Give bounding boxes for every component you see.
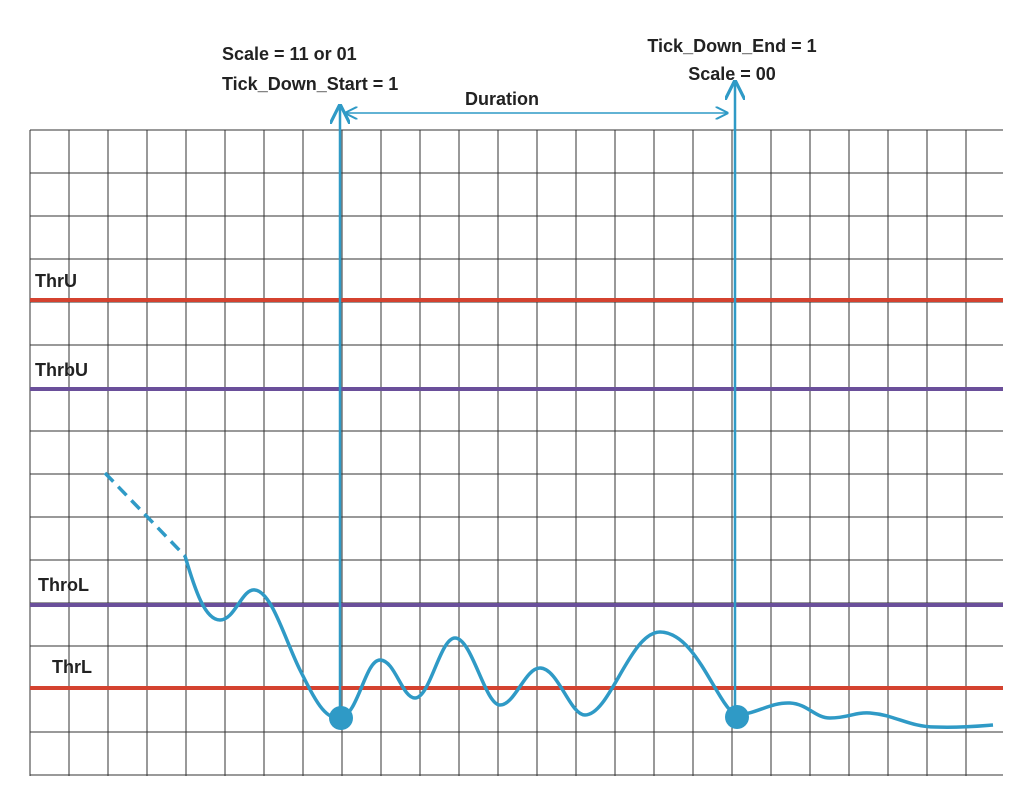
grid [29,129,1003,776]
threshold-label: ThroL [38,575,89,595]
start-label: Scale = 11 or 01 [222,44,357,64]
signal [183,555,994,729]
duration-label: Duration [465,89,539,109]
end-label: Scale = 00 [688,64,776,84]
start-label: Tick_Down_Start = 1 [222,74,398,94]
threshold-label: ThrbU [35,360,88,380]
threshold-label: ThrU [35,271,77,291]
start-point [329,706,353,730]
threshold-label: ThrL [52,657,92,677]
signal-dashed [103,471,187,558]
end-point [725,705,749,729]
end-label: Tick_Down_End = 1 [647,36,816,56]
